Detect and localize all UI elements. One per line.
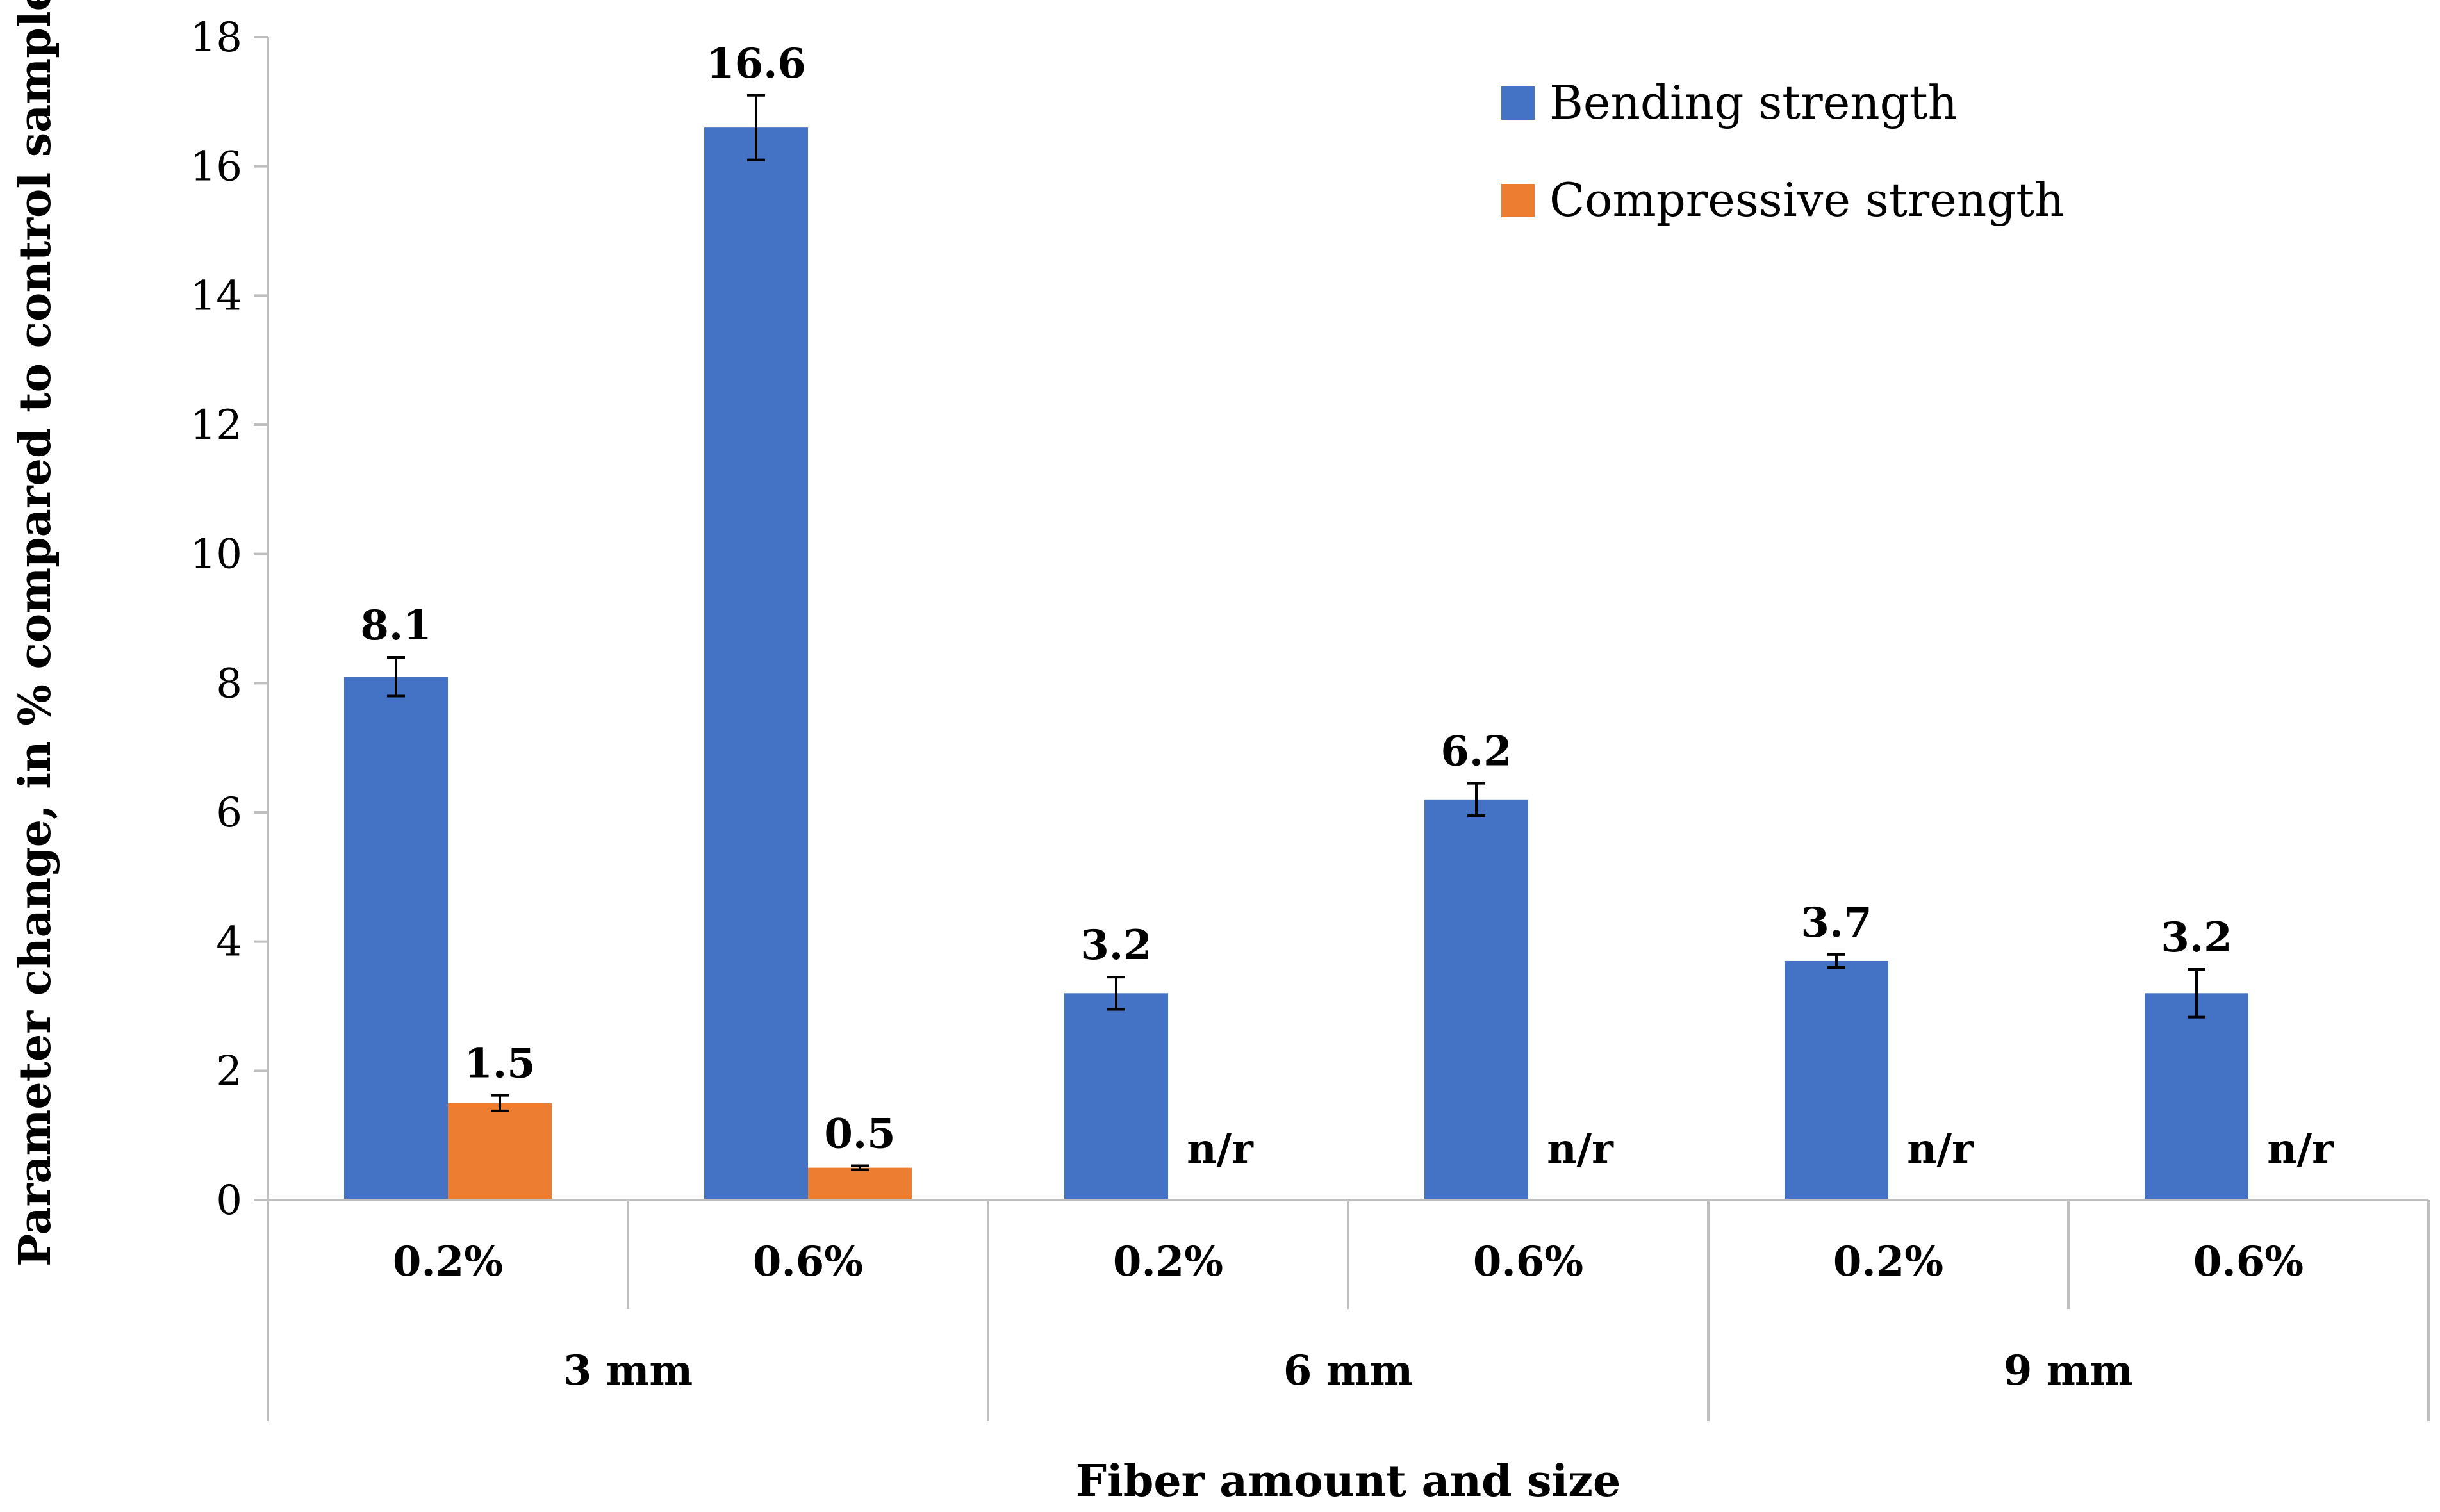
bar-bending <box>1424 799 1528 1200</box>
y-tick-label: 2 <box>216 1048 242 1095</box>
y-tick-label: 18 <box>190 14 242 62</box>
x-category-label: 0.6% <box>1473 1238 1583 1286</box>
x-category-label: 0.6% <box>753 1238 863 1286</box>
x-group-label: 9 mm <box>2004 1347 2133 1395</box>
error-bar <box>1107 976 1125 1011</box>
data-label: n/r <box>2267 1125 2334 1173</box>
data-label: n/r <box>1547 1125 1614 1173</box>
y-tick-label: 8 <box>216 660 242 707</box>
error-bar <box>2188 968 2205 1019</box>
y-tick-label: 10 <box>190 531 242 579</box>
data-label: n/r <box>1907 1125 1974 1173</box>
bar-bending <box>1785 960 1888 1200</box>
x-axis-categories: 0.2% 0.6% 0.2% 0.6% 0.2% 0.6% 3 mm 6 mm 9 mm <box>267 1200 2430 1421</box>
y-tick-label: 0 <box>216 1177 242 1224</box>
y-axis-ticks: 0 2 4 6 8 10 12 14 16 18 <box>190 14 268 1224</box>
error-bar <box>387 656 405 698</box>
error-bar <box>1827 953 1845 969</box>
bars <box>344 127 2248 1201</box>
data-label: 16.6 <box>706 40 806 88</box>
data-label: 3.2 <box>2161 914 2232 962</box>
error-bar <box>491 1094 509 1112</box>
y-tick-label: 14 <box>190 272 242 320</box>
error-bar <box>851 1164 869 1171</box>
y-tick-label: 6 <box>216 789 242 837</box>
y-tick-label: 16 <box>190 144 242 191</box>
legend-swatch <box>1501 86 1535 120</box>
data-label: 3.2 <box>1080 921 1151 969</box>
bar-bending <box>344 677 448 1200</box>
data-label: 3.7 <box>1801 899 1872 947</box>
legend: Bending strength Compressive strength <box>1501 76 2065 227</box>
y-tick-label: 4 <box>216 919 242 966</box>
data-label: 8.1 <box>360 602 431 650</box>
x-category-label: 0.6% <box>2193 1238 2304 1286</box>
bar-compressive <box>448 1103 552 1200</box>
bar-bending <box>704 127 808 1201</box>
x-category-label: 0.2% <box>1113 1238 1223 1286</box>
error-bars <box>387 94 2205 1171</box>
error-bar <box>1467 782 1485 818</box>
legend-swatch <box>1501 184 1535 217</box>
data-label: 1.5 <box>464 1040 535 1088</box>
bar-bending <box>2145 993 2248 1200</box>
y-tick-label: 12 <box>190 402 242 449</box>
x-axis-title: Fiber amount and size <box>1076 1456 1620 1507</box>
legend-label: Compressive strength <box>1549 173 2065 227</box>
legend-label: Bending strength <box>1549 76 1958 129</box>
x-group-label: 6 mm <box>1283 1347 1413 1395</box>
data-label: n/r <box>1187 1125 1254 1173</box>
data-label: 0.5 <box>824 1110 895 1158</box>
bar-compressive <box>808 1167 912 1200</box>
axes <box>267 37 2428 1201</box>
x-category-label: 0.2% <box>393 1238 503 1286</box>
error-bar <box>747 94 765 161</box>
bar-bending <box>1064 993 1168 1200</box>
y-axis-title: Parameter change, in % compared to contr… <box>10 0 61 1267</box>
data-label: 6.2 <box>1440 728 1512 776</box>
x-group-label: 3 mm <box>563 1347 693 1395</box>
data-labels: 8.1 1.5 16.6 0.5 3.2 n/r 6.2 n/r 3.7 n/r 3.2 n/r <box>360 40 2334 1173</box>
x-category-label: 0.2% <box>1833 1238 1943 1286</box>
